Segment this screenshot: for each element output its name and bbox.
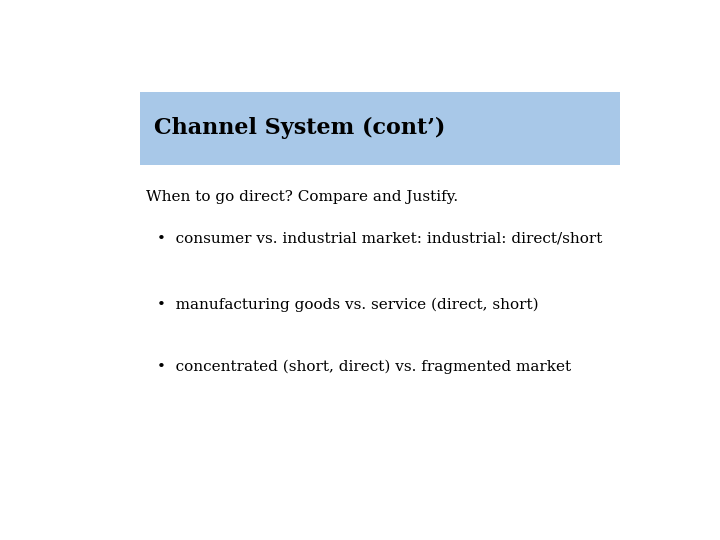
Text: •  consumer vs. industrial market: industrial: direct/short: • consumer vs. industrial market: indust… <box>157 231 603 245</box>
Text: Channel System (cont’): Channel System (cont’) <box>154 117 446 139</box>
FancyBboxPatch shape <box>140 92 620 165</box>
Text: •  manufacturing goods vs. service (direct, short): • manufacturing goods vs. service (direc… <box>157 298 539 312</box>
Text: •  concentrated (short, direct) vs. fragmented market: • concentrated (short, direct) vs. fragm… <box>157 360 571 374</box>
Text: When to go direct? Compare and Justify.: When to go direct? Compare and Justify. <box>145 190 458 204</box>
